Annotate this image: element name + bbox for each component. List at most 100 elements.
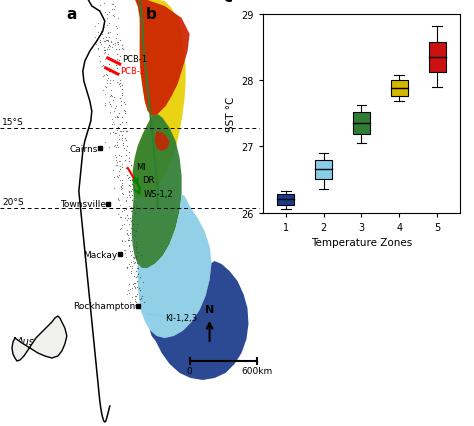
Point: [118, 185, 126, 192]
Point: [129, 281, 137, 288]
Text: c: c: [224, 0, 233, 5]
Point: [124, 172, 131, 178]
Point: [107, 78, 114, 84]
Point: [116, 121, 124, 128]
Point: [96, 39, 104, 46]
Point: [121, 109, 129, 115]
Point: [130, 254, 137, 261]
Point: [99, 87, 106, 94]
Point: [116, 129, 124, 135]
Point: [105, 144, 112, 151]
Point: [107, 44, 114, 51]
Point: [99, 74, 106, 81]
Point: [115, 71, 123, 78]
Point: [126, 230, 134, 237]
Bar: [353, 112, 370, 135]
Point: [123, 128, 131, 135]
Point: [131, 296, 139, 303]
Point: [132, 244, 139, 251]
Point: [96, 37, 103, 44]
Point: [122, 137, 129, 144]
Point: [126, 177, 134, 184]
Point: [111, 43, 118, 50]
Point: [118, 115, 126, 121]
Point: [105, 21, 113, 28]
X-axis label: Temperature Zones: Temperature Zones: [311, 238, 412, 248]
Point: [100, 24, 108, 31]
Point: [125, 237, 132, 244]
Point: [100, 22, 108, 29]
Text: Townsville: Townsville: [60, 200, 106, 209]
Point: [133, 291, 141, 298]
Point: [107, 93, 114, 100]
Point: [116, 81, 123, 87]
Point: [112, 131, 119, 138]
Point: [106, 130, 113, 137]
Point: [125, 242, 133, 249]
Point: [108, 93, 116, 100]
Point: [132, 274, 140, 281]
Point: [102, 37, 110, 44]
Point: [127, 248, 134, 255]
Point: [121, 215, 128, 222]
Point: [121, 125, 129, 132]
Point: [130, 283, 138, 290]
Point: [117, 163, 124, 170]
Point: [132, 246, 139, 253]
Point: [118, 137, 126, 144]
Point: [125, 176, 132, 182]
Point: [113, 130, 120, 137]
Point: [118, 91, 126, 98]
Point: [110, 144, 118, 150]
Point: [94, 21, 102, 28]
Point: [131, 273, 138, 280]
Point: [119, 141, 127, 147]
Point: [113, 66, 121, 73]
Point: [118, 132, 125, 138]
Point: [115, 81, 123, 88]
Point: [121, 238, 129, 245]
Point: [125, 203, 133, 210]
Point: [127, 304, 135, 311]
Point: [100, 48, 108, 55]
Point: [116, 226, 124, 233]
Point: [112, 63, 120, 69]
Point: [131, 210, 138, 216]
Point: [128, 225, 135, 232]
Point: [105, 10, 113, 17]
Point: [109, 77, 117, 84]
Point: [128, 270, 135, 276]
Point: [129, 222, 137, 228]
Point: [115, 144, 122, 151]
Point: [108, 45, 116, 52]
Point: [123, 291, 131, 298]
Point: [122, 165, 130, 172]
Point: [131, 285, 138, 291]
Point: [133, 284, 141, 291]
Point: [115, 174, 122, 181]
Point: [113, 79, 120, 86]
Point: [128, 265, 136, 272]
Point: [103, 12, 110, 18]
Point: [130, 204, 137, 211]
Point: [123, 264, 131, 271]
Point: [99, 25, 107, 32]
Point: [120, 108, 128, 115]
Point: [118, 42, 126, 49]
Point: [114, 42, 122, 49]
Text: Mackay: Mackay: [83, 250, 118, 259]
Point: [113, 127, 120, 134]
Point: [133, 278, 141, 285]
Text: Rockhampton: Rockhampton: [73, 302, 136, 311]
Point: [116, 83, 123, 90]
Point: [128, 252, 135, 259]
Point: [129, 258, 137, 265]
Point: [137, 287, 144, 294]
Point: [130, 259, 138, 266]
Point: [118, 180, 126, 187]
Point: [127, 236, 135, 243]
Point: [125, 243, 133, 250]
Point: [134, 260, 141, 267]
Point: [132, 280, 139, 287]
Point: [121, 145, 128, 152]
